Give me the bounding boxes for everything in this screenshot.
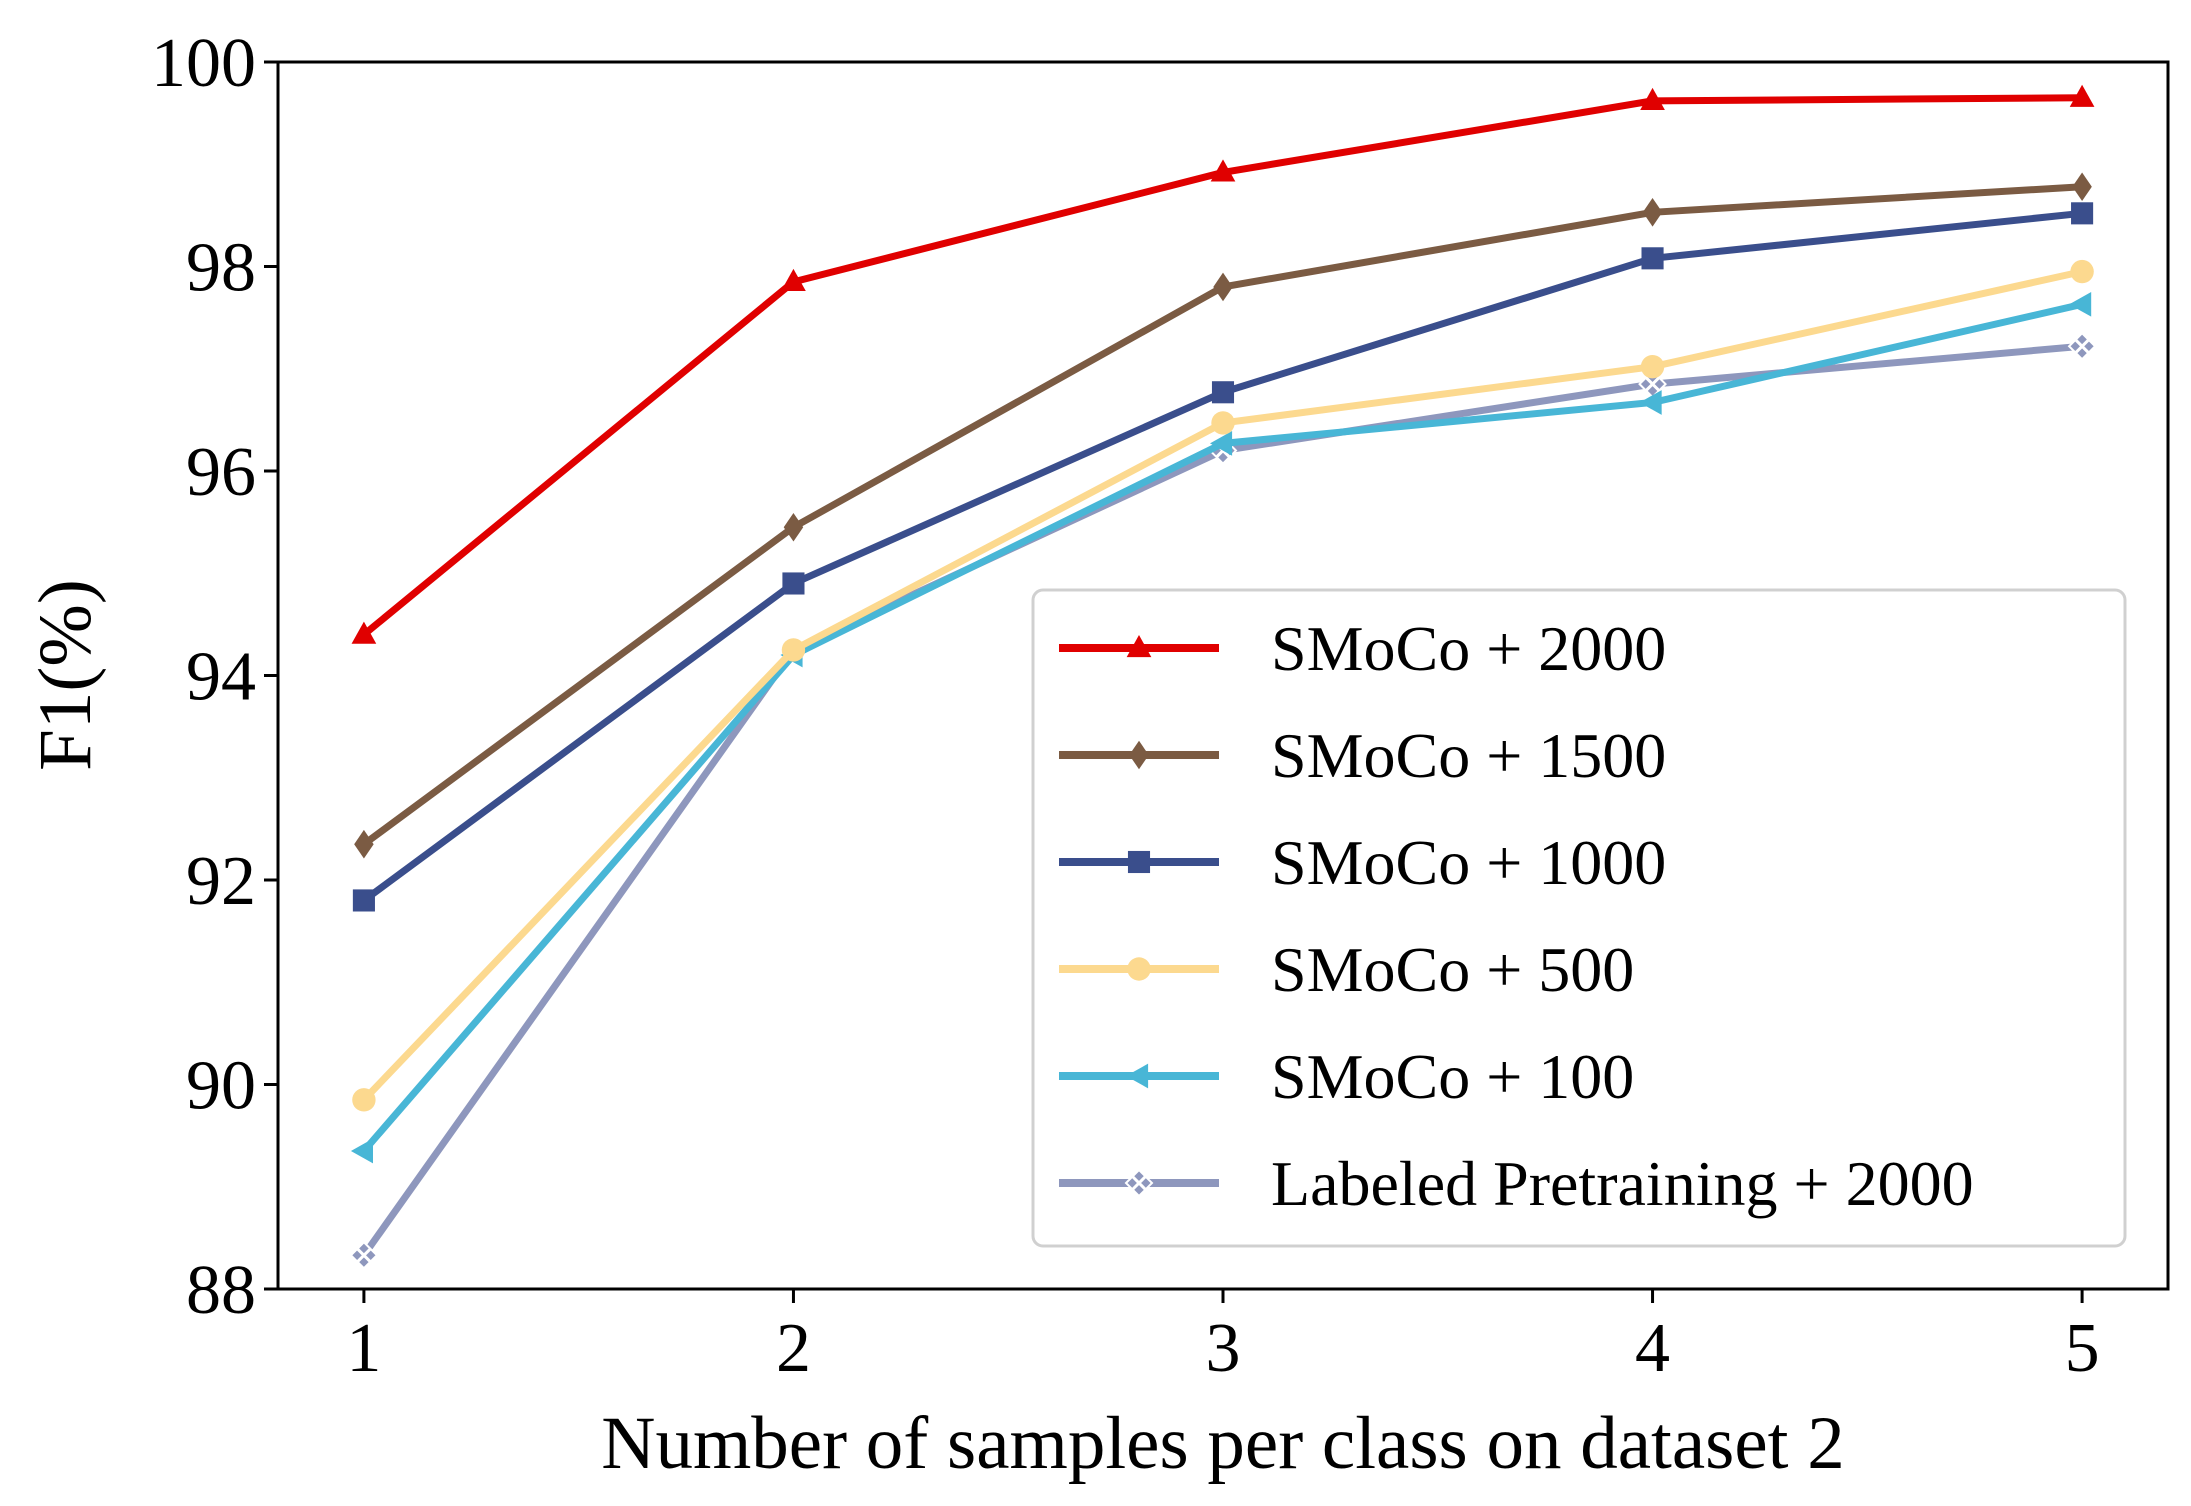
x-tick-label: 5	[2065, 1310, 2100, 1387]
x-tick-label: 3	[1206, 1310, 1241, 1387]
legend-item: SMoCo + 1000	[1059, 827, 1666, 898]
data-point	[1641, 247, 1664, 270]
data-point	[782, 572, 805, 595]
legend-box	[1031, 588, 2127, 1248]
y-axis-ticks: 88 90 92 94 96 98 100	[151, 25, 278, 1329]
data-point-cross	[2074, 338, 2090, 354]
y-tick-label: 92	[186, 843, 256, 920]
legend-label: SMoCo + 100	[1271, 1041, 1634, 1112]
data-point-cross	[356, 1247, 372, 1263]
legend-marker	[1127, 957, 1151, 981]
legend-item: SMoCo + 500	[1059, 934, 1634, 1005]
legend-label: SMoCo + 500	[1271, 934, 1634, 1005]
legend-label: SMoCo + 2000	[1271, 613, 1666, 684]
data-point	[1213, 272, 1233, 302]
x-tick-label: 4	[1635, 1310, 1670, 1387]
legend: SMoCo + 2000 SMoCo + 1500 SMoCo + 1000 SMoC…	[1031, 588, 2127, 1248]
legend-item: Labeled Pretraining + 2000	[1059, 1148, 1974, 1219]
x-tick-label: 2	[776, 1310, 811, 1387]
y-tick-label: 88	[186, 1252, 256, 1329]
x-axis-ticks: 1 2 3 4 5	[346, 1289, 2100, 1387]
legend-item: SMoCo + 100	[1059, 1041, 1634, 1112]
data-point	[351, 621, 377, 644]
y-axis-label: F1(%)	[24, 579, 107, 771]
data-point	[2070, 259, 2094, 284]
data-point	[1211, 411, 1235, 435]
data-point	[1640, 355, 1665, 379]
legend-item: SMoCo + 2000	[1059, 613, 1666, 684]
data-point	[350, 1138, 374, 1164]
data-point	[2072, 172, 2092, 202]
data-point	[781, 268, 806, 291]
legend-marker-cross	[1131, 1175, 1147, 1191]
y-tick-label: 96	[186, 434, 256, 511]
data-point	[1639, 390, 1662, 415]
data-point	[352, 1088, 376, 1112]
series-1	[351, 84, 2095, 644]
legend-marker	[1126, 1063, 1149, 1089]
legend-item: SMoCo + 1500	[1059, 720, 1666, 791]
x-tick-label: 1	[346, 1310, 381, 1387]
data-point-cross	[1644, 376, 1661, 392]
data-point	[2071, 202, 2094, 225]
series-3	[352, 202, 2094, 912]
data-point	[1210, 431, 1233, 456]
y-tick-label: 98	[186, 230, 256, 307]
data-point	[2069, 84, 2095, 107]
series-4	[352, 259, 2094, 1112]
y-tick-label: 90	[186, 1048, 256, 1125]
data-point	[352, 889, 375, 912]
data-point	[1211, 381, 1235, 404]
legend-label: SMoCo + 1500	[1271, 720, 1666, 791]
x-axis-label: Number of samples per class on dataset 2	[601, 1402, 1844, 1485]
legend-label: Labeled Pretraining + 2000	[1271, 1148, 1974, 1219]
data-point	[1642, 198, 1663, 227]
data-point	[354, 829, 374, 859]
data-point	[1210, 159, 1236, 182]
y-tick-label: 94	[186, 639, 256, 716]
data-point	[2069, 291, 2092, 317]
data-point	[1640, 87, 1665, 110]
series-2	[354, 172, 2092, 859]
y-tick-label: 100	[151, 25, 256, 102]
legend-label: SMoCo + 1000	[1271, 827, 1666, 898]
legend-marker	[1129, 740, 1149, 770]
series-group	[349, 84, 2097, 1270]
data-point	[781, 638, 806, 662]
legend-marker	[1126, 635, 1152, 658]
legend-marker	[1127, 850, 1151, 874]
data-point	[783, 512, 804, 542]
